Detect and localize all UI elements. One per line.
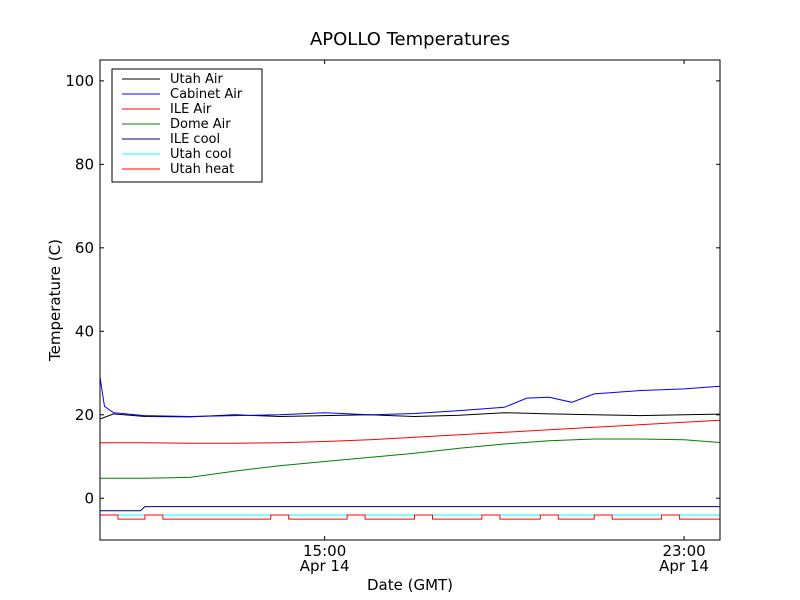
y-tick-label: 80	[75, 155, 94, 173]
plot-frame	[99, 59, 721, 541]
legend-label: ILE cool	[170, 132, 220, 147]
series-layer	[100, 377, 720, 520]
legend-label: Utah cool	[170, 147, 232, 162]
chart-title: APOLLO Temperatures	[310, 29, 510, 50]
legend-label: Utah heat	[170, 162, 234, 177]
series-line-utah-air	[100, 412, 720, 420]
legend-label: ILE Air	[170, 102, 212, 117]
y-tick-label: 0	[84, 489, 94, 507]
y-tick-label: 100	[65, 72, 94, 90]
y-tick-label: 20	[75, 406, 94, 424]
x-tick-date: Apr 14	[659, 557, 709, 575]
y-tick-label: 40	[75, 322, 94, 340]
series-line-ile-cool	[100, 506, 720, 512]
x-tick-time: 23:00	[662, 542, 705, 560]
series-line-ile-air	[100, 419, 720, 444]
legend-label: Cabinet Air	[170, 87, 243, 102]
legend-label: Utah Air	[170, 72, 223, 87]
legend-label: Dome Air	[170, 117, 231, 132]
x-axis-label: Date (GMT)	[367, 576, 453, 594]
x-tick-date: Apr 14	[300, 557, 350, 575]
series-line-dome-air	[100, 438, 720, 479]
legend-box	[111, 68, 263, 183]
y-axis-label: Temperature (C)	[46, 239, 64, 362]
series-line-utah-heat	[100, 514, 720, 520]
x-tick-time: 15:00	[303, 542, 346, 560]
series-line-utah-cool	[100, 514, 720, 516]
y-tick-label: 60	[75, 239, 94, 257]
y-axis-ticks: 0 20 40 60 80 100	[65, 72, 720, 507]
series-line-cabinet-air	[100, 377, 720, 418]
